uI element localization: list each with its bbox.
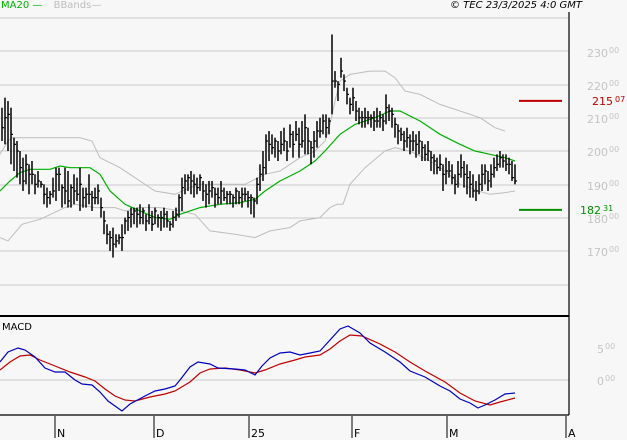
x-axis-label: 25: [251, 427, 265, 440]
copyright-timestamp: © TEC 23/3/2025 4:0 GMT: [450, 0, 582, 11]
y-axis-label: 21000: [587, 112, 620, 126]
legend-bbands: BBands—: [53, 0, 102, 11]
y-axis-label: 18000: [587, 212, 620, 226]
y-axis-label: 500: [597, 342, 616, 356]
x-axis-label: D: [156, 427, 165, 440]
support-resistance-levels: [519, 99, 562, 211]
x-axis-ticks: [54, 416, 567, 438]
y-axis-label: 22000: [587, 79, 620, 93]
chart-legend: MA20 — BBands—: [1, 0, 101, 12]
y-axis-label: 19000: [587, 179, 620, 193]
chart-frame: [0, 12, 570, 416]
x-axis-label: A: [568, 427, 576, 440]
resistance-price-label: 215 07: [592, 95, 626, 108]
x-axis-label: N: [57, 427, 66, 440]
price-bars: [1, 34, 517, 258]
y-axis-label: 20000: [587, 145, 620, 159]
y-axis-label: 17000: [587, 245, 620, 259]
support-price-label: 182 31: [580, 204, 614, 217]
bollinger-bands: [0, 70, 516, 242]
x-axis-label: M: [449, 427, 459, 440]
price-gridlines: [0, 17, 569, 286]
macd-lines: [0, 325, 516, 412]
y-axis-label: 000: [597, 374, 616, 388]
y-axis-label: 23000: [587, 46, 620, 60]
x-axis-label: F: [354, 427, 361, 440]
macd-panel-title: MACD: [2, 322, 32, 333]
legend-ma20: MA20 —: [1, 0, 43, 11]
